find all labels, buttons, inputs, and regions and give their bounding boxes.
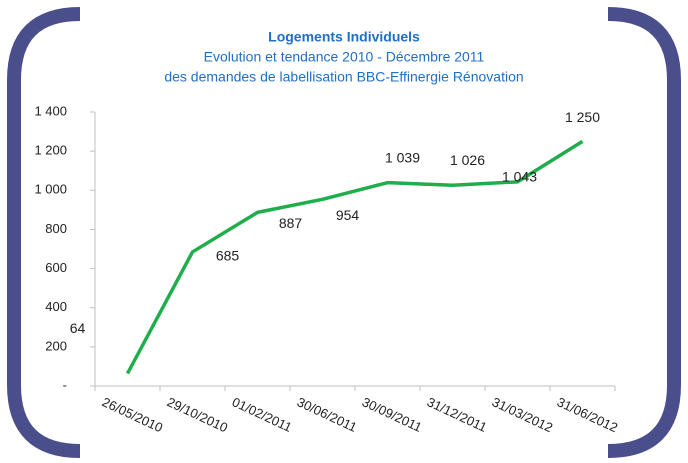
y-tick-label: 600: [45, 260, 67, 275]
y-tick-label: -: [63, 377, 67, 392]
y-tick-label: 1 400: [34, 103, 67, 118]
x-tick-label: 30/09/2011: [360, 394, 424, 435]
data-label: 1 250: [565, 109, 600, 125]
frame-right: [607, 7, 681, 458]
frame-left: [7, 7, 81, 458]
x-tick-label: 31/12/2011: [425, 394, 489, 435]
x-tick-label: 31/03/2012: [490, 394, 555, 435]
chart-title: Logements Individuels: [268, 29, 420, 45]
data-label: 887: [279, 215, 303, 231]
y-tick-label: 200: [45, 338, 67, 353]
chart-subtitle: des demandes de labellisation BBC-Effine…: [164, 69, 523, 85]
x-tick-label: 01/02/2011: [230, 394, 294, 435]
x-tick-label: 29/10/2010: [165, 394, 230, 435]
data-label: 64: [70, 320, 86, 336]
x-tick-label: 30/06/2011: [295, 394, 359, 435]
y-tick-label: 400: [45, 299, 67, 314]
data-label: 1 026: [450, 152, 485, 168]
x-tick-label: 31/06/2012: [555, 394, 620, 435]
data-label: 1 043: [502, 169, 537, 185]
y-tick-label: 1 000: [34, 182, 67, 197]
data-label: 685: [216, 248, 240, 264]
chart-subtitle: Evolution et tendance 2010 - Décembre 20…: [204, 49, 485, 65]
x-tick-label: 26/05/2010: [100, 394, 165, 435]
line: [125, 139, 584, 375]
y-tick-label: 1 200: [34, 143, 67, 158]
data-label: 1 039: [385, 149, 420, 165]
data-label: 954: [336, 207, 360, 223]
y-tick-label: 800: [45, 221, 67, 236]
